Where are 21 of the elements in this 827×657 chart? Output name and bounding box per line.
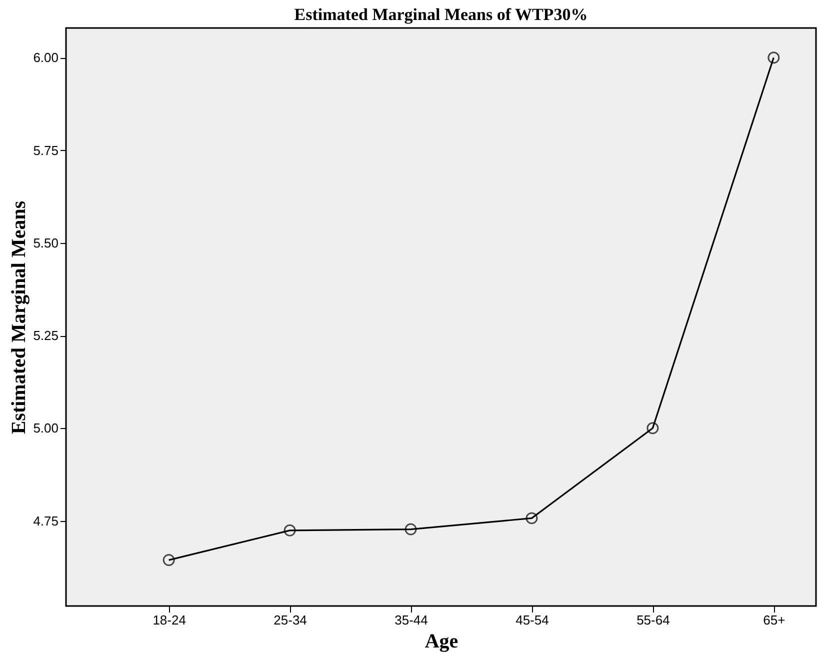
y-tick-label: 5.50 [33,235,58,250]
y-tick-label: 5.00 [33,420,58,436]
y-tick-label: 5.25 [33,328,58,344]
y-tick-label: 6.00 [33,50,58,66]
y-axis-title: Estimated Marginal Means [8,200,30,434]
x-tick-label: 18-24 [152,612,186,628]
x-tick-label: 55-64 [636,612,670,628]
point [646,422,659,434]
point [526,512,538,524]
y-tick-label: 5.75 [33,142,58,158]
x-tick-label: 45-54 [516,612,549,628]
point [404,523,417,536]
chart-title: Estimated Marginal Means of WTP30% [294,5,588,24]
point [768,52,780,64]
point [284,524,296,536]
y-tick-label: 4.75 [33,513,58,528]
x-tick-label: 65+ [763,612,786,628]
x-axis-title: Age [424,630,458,652]
point [162,554,175,566]
x-tick-label: 35-44 [394,612,428,628]
x-tick-label: 25-34 [274,612,307,628]
